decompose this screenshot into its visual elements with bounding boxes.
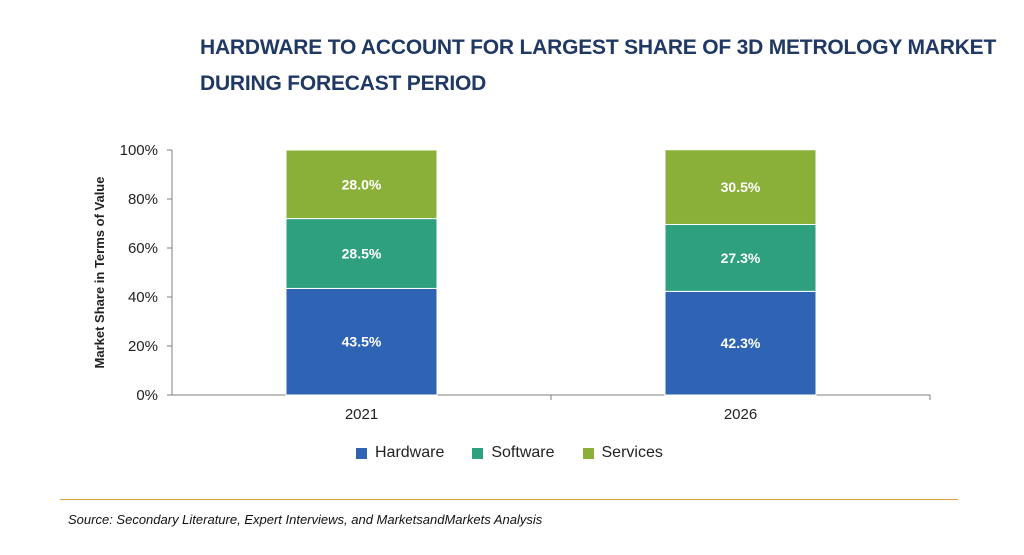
legend-item-services: Services [582, 444, 663, 462]
data-label-hardware: 43.5% [342, 334, 382, 350]
y-tick-label: 0% [136, 387, 158, 404]
data-label-software: 28.5% [342, 246, 382, 262]
legend-item-hardware: Hardware [356, 444, 444, 462]
data-label-software: 27.3% [721, 250, 761, 266]
data-label-hardware: 42.3% [721, 335, 761, 351]
source-note: Source: Secondary Literature, Expert Int… [68, 512, 543, 527]
legend-label-hardware: Hardware [375, 444, 445, 461]
chart-title-line-1: HARDWARE TO ACCOUNT FOR LARGEST SHARE OF… [200, 36, 997, 59]
x-tick-label: 2026 [724, 406, 757, 423]
bar-segment-hardware [664, 290, 817, 396]
data-label-services: 28.0% [342, 176, 382, 192]
y-tick-label: 40% [128, 289, 158, 306]
bar-segment-hardware [285, 287, 438, 396]
chart-legend: Hardware Software Services [356, 444, 663, 462]
stacked-bar-chart: 0% 20% 40% 60% 80% 100% Market Share in Terms … [92, 142, 931, 423]
y-tick-label: 80% [128, 191, 158, 208]
legend-label-services: Services [601, 444, 663, 461]
footer-divider [60, 499, 958, 500]
bar-segment-services [285, 149, 438, 220]
data-label-services: 30.5% [721, 179, 761, 195]
legend-swatch-hardware [356, 447, 367, 459]
legend-swatch-services [582, 447, 594, 459]
y-tick-label: 60% [128, 240, 158, 257]
legend-item-software: Software [472, 444, 555, 462]
chart-title: HARDWARE TO ACCOUNT FOR LARGEST SHARE OF… [200, 30, 996, 102]
bar-segment-services [664, 149, 817, 225]
y-tick-label: 100% [120, 142, 158, 159]
y-axis-title: Market Share in Terms of Value [92, 177, 107, 369]
legend-label-software: Software [491, 444, 555, 461]
legend-swatch-software [472, 447, 484, 459]
chart-title-line-2: DURING FORECAST PERIOD [200, 72, 487, 95]
bar-segment-software [285, 218, 438, 289]
y-tick-label: 20% [128, 338, 158, 355]
x-tick-label: 2021 [345, 406, 378, 423]
